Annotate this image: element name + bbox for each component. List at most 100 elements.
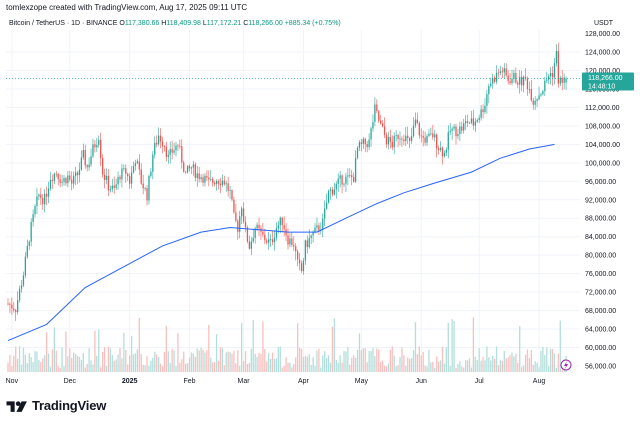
volume-bar (453, 320, 455, 372)
volume-bar (279, 346, 281, 372)
volume-bar (314, 365, 316, 372)
volume-bar (161, 366, 164, 372)
candle-body (492, 77, 494, 84)
volume-bar (107, 346, 110, 372)
volume-bar (333, 318, 335, 372)
volume-bar (432, 361, 434, 372)
candle-body (551, 73, 554, 78)
price-tick-label: 64,000.00 (585, 327, 616, 334)
candle-body (445, 149, 447, 153)
volume-bar (544, 355, 546, 372)
volume-bar (538, 367, 540, 372)
candle-body (271, 239, 274, 243)
candle-body (125, 168, 127, 174)
volume-bar (100, 367, 102, 372)
price-tick-label: 124,000.00 (585, 50, 620, 57)
volume-bar (92, 364, 94, 372)
volume-bar (549, 348, 552, 372)
candle-body (188, 166, 191, 169)
volume-bar (76, 355, 79, 372)
volume-bar (134, 353, 137, 372)
candle-body (331, 189, 334, 195)
volume-bar (42, 358, 44, 372)
candle-body (183, 162, 185, 172)
candle-body (362, 138, 364, 144)
candle-body (295, 246, 297, 252)
volume-bar (252, 319, 254, 372)
volume-bar (59, 367, 61, 372)
volume-bar (239, 365, 241, 372)
candle-body (96, 145, 98, 148)
candle-body (130, 172, 133, 184)
volume-bar (227, 351, 229, 372)
time-tick-label: Jul (475, 378, 484, 385)
candle-body (196, 173, 198, 178)
volume-bar (24, 354, 27, 372)
candle-body (65, 178, 67, 184)
volume-bar (206, 350, 208, 372)
volume-bar (169, 362, 171, 372)
candle-body (18, 288, 21, 301)
candle-body (186, 166, 189, 173)
volume-bar (246, 364, 249, 372)
volume-bar (397, 365, 399, 372)
volume-bar (45, 332, 48, 372)
candle-body (561, 77, 563, 83)
candle-body (521, 76, 523, 86)
tradingview-brand: TradingView (32, 398, 107, 413)
candle-body (121, 168, 123, 180)
candle-body (449, 130, 451, 133)
volume-bar (559, 320, 561, 372)
candle-body (167, 154, 169, 157)
volume-bar (221, 347, 223, 372)
candle-body (84, 150, 86, 166)
price-chart[interactable]: 128,000.00124,000.00120,000.00116,000.00… (0, 0, 640, 386)
volume-bar (157, 357, 160, 372)
volume-bar (372, 348, 374, 372)
low-label: L (202, 20, 207, 27)
volume-bar (387, 363, 390, 372)
candle-body (486, 94, 488, 106)
candle-body (283, 225, 285, 230)
volume-bar (7, 362, 9, 372)
candle-body (426, 135, 428, 143)
candle-body (324, 208, 326, 219)
volume-bar (295, 357, 297, 372)
volume-bar (302, 356, 305, 372)
candle-body (310, 235, 312, 239)
candle-body (410, 136, 413, 141)
volume-bar (125, 350, 127, 372)
candle-body (293, 245, 295, 247)
candle-body (233, 199, 235, 213)
volume-bar (285, 357, 287, 372)
candle-body (101, 158, 104, 175)
candle-body (146, 188, 148, 201)
volume-bar (273, 359, 276, 372)
candle-body (264, 234, 266, 241)
high-label: H (161, 20, 167, 27)
volume-bar (271, 352, 274, 372)
volume-bar (183, 351, 185, 372)
candle-body (202, 177, 204, 183)
price-tick-label: 120,000.00 (585, 68, 620, 75)
candle-body (105, 175, 108, 180)
candle-body (111, 185, 113, 190)
time-tick-label: Nov (6, 378, 19, 385)
volume-bar (82, 353, 84, 372)
volume-bar (34, 351, 36, 372)
candle-body (55, 173, 57, 175)
volume-bar (78, 356, 81, 372)
volume-bar (501, 360, 503, 372)
volume-bar (327, 355, 330, 372)
candle-body (347, 175, 349, 177)
tradingview-logo[interactable]: TradingView (6, 398, 106, 413)
candle-body (248, 241, 251, 249)
candle-body (314, 227, 316, 233)
candle-body (78, 169, 81, 176)
volume-bar (343, 351, 345, 372)
candle-body (80, 157, 83, 170)
candle-body (36, 196, 38, 207)
candle-body (463, 123, 465, 131)
candle-body (540, 94, 542, 96)
candle-body (325, 202, 328, 209)
